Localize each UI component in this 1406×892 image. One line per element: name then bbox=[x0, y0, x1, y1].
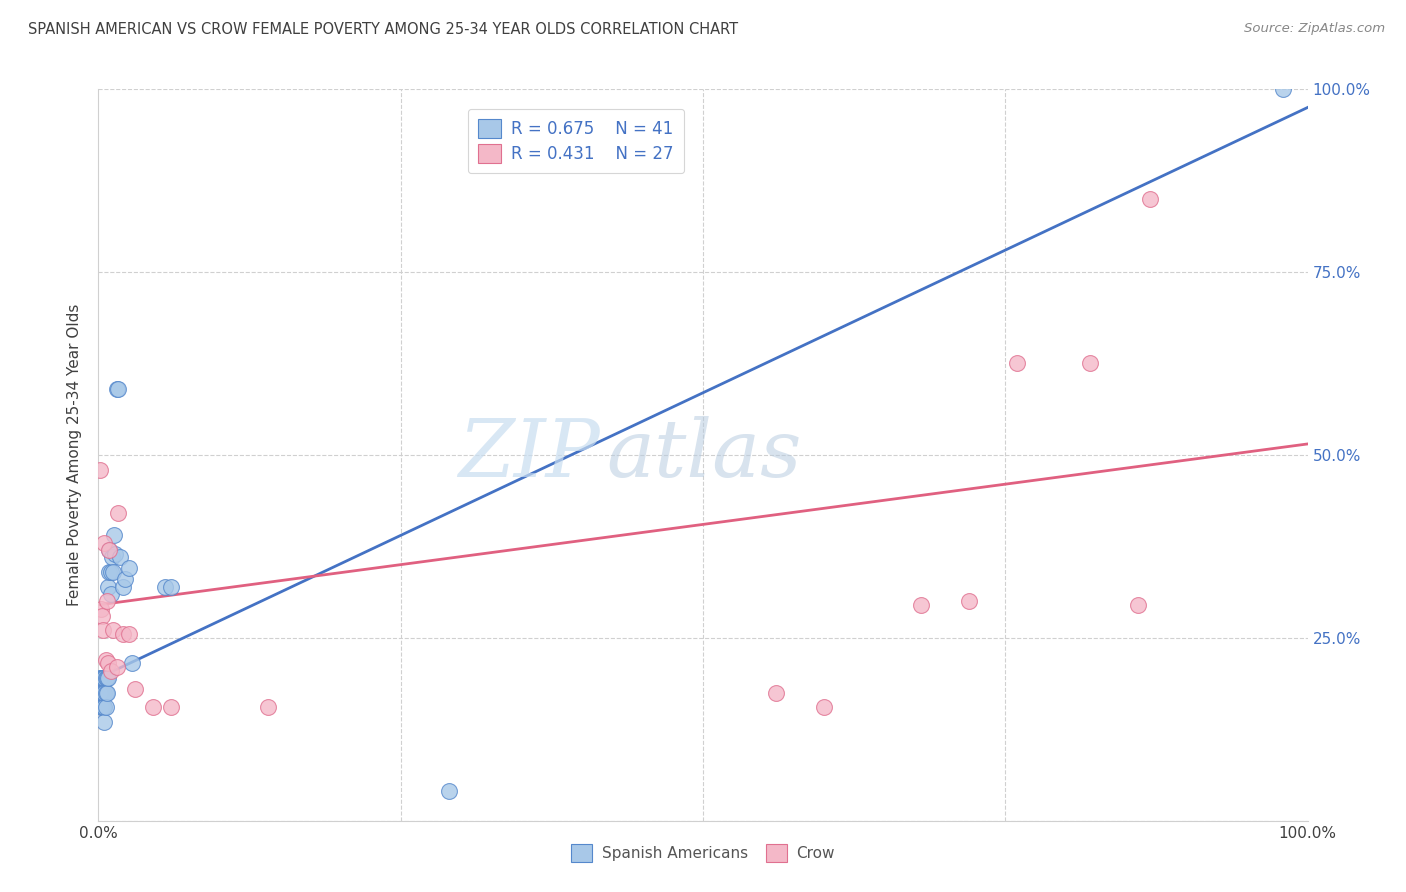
Text: Source: ZipAtlas.com: Source: ZipAtlas.com bbox=[1244, 22, 1385, 36]
Point bbox=[107, 382, 129, 396]
Point bbox=[101, 565, 124, 579]
Point bbox=[153, 580, 176, 594]
Point bbox=[93, 671, 115, 685]
Point bbox=[100, 550, 122, 565]
Point bbox=[91, 700, 114, 714]
Point bbox=[98, 543, 121, 558]
Point bbox=[103, 528, 125, 542]
Point bbox=[101, 624, 124, 638]
Point bbox=[437, 784, 460, 798]
Point bbox=[89, 462, 111, 476]
Point bbox=[94, 671, 117, 685]
Legend: Spanish Americans, Crow: Spanish Americans, Crow bbox=[565, 838, 841, 868]
Point bbox=[90, 686, 112, 700]
Point bbox=[96, 671, 118, 685]
Point bbox=[90, 671, 112, 685]
Point bbox=[97, 671, 120, 685]
Point bbox=[98, 565, 121, 579]
Point bbox=[813, 700, 835, 714]
Point bbox=[89, 686, 111, 700]
Text: ZIP: ZIP bbox=[458, 417, 600, 493]
Point bbox=[93, 700, 115, 714]
Point bbox=[105, 660, 128, 674]
Point bbox=[910, 598, 932, 612]
Point bbox=[124, 681, 146, 696]
Point bbox=[91, 700, 114, 714]
Point bbox=[114, 572, 136, 586]
Point bbox=[91, 686, 114, 700]
Point bbox=[111, 627, 134, 641]
Point bbox=[91, 686, 114, 700]
Point bbox=[256, 700, 278, 714]
Text: SPANISH AMERICAN VS CROW FEMALE POVERTY AMONG 25-34 YEAR OLDS CORRELATION CHART: SPANISH AMERICAN VS CROW FEMALE POVERTY … bbox=[28, 22, 738, 37]
Point bbox=[111, 580, 134, 594]
Point bbox=[1007, 356, 1029, 371]
Text: atlas: atlas bbox=[606, 417, 801, 493]
Point bbox=[957, 594, 980, 608]
Point bbox=[96, 686, 118, 700]
Point bbox=[100, 565, 122, 579]
Point bbox=[90, 601, 112, 615]
Point bbox=[105, 382, 128, 396]
Point bbox=[91, 608, 114, 623]
Y-axis label: Female Poverty Among 25-34 Year Olds: Female Poverty Among 25-34 Year Olds bbox=[67, 304, 83, 606]
Point bbox=[118, 627, 141, 641]
Point bbox=[100, 587, 122, 601]
Point bbox=[93, 535, 115, 549]
Point bbox=[94, 700, 117, 714]
Point bbox=[93, 714, 115, 729]
Point bbox=[142, 700, 165, 714]
Point bbox=[1139, 192, 1161, 206]
Point bbox=[90, 700, 112, 714]
Point bbox=[94, 653, 117, 667]
Point bbox=[118, 561, 141, 575]
Point bbox=[107, 507, 129, 521]
Point bbox=[1272, 82, 1295, 96]
Point bbox=[1078, 356, 1101, 371]
Point bbox=[1128, 598, 1150, 612]
Point bbox=[104, 547, 127, 561]
Point bbox=[91, 671, 114, 685]
Point bbox=[91, 624, 114, 638]
Point bbox=[89, 671, 111, 685]
Point bbox=[94, 686, 117, 700]
Point bbox=[91, 671, 114, 685]
Point bbox=[160, 580, 183, 594]
Point bbox=[160, 700, 183, 714]
Point bbox=[97, 580, 120, 594]
Point bbox=[121, 657, 143, 671]
Point bbox=[100, 664, 122, 678]
Point bbox=[98, 543, 121, 558]
Point bbox=[93, 686, 115, 700]
Point bbox=[108, 550, 131, 565]
Point bbox=[765, 686, 787, 700]
Point bbox=[97, 657, 120, 671]
Point bbox=[96, 594, 118, 608]
